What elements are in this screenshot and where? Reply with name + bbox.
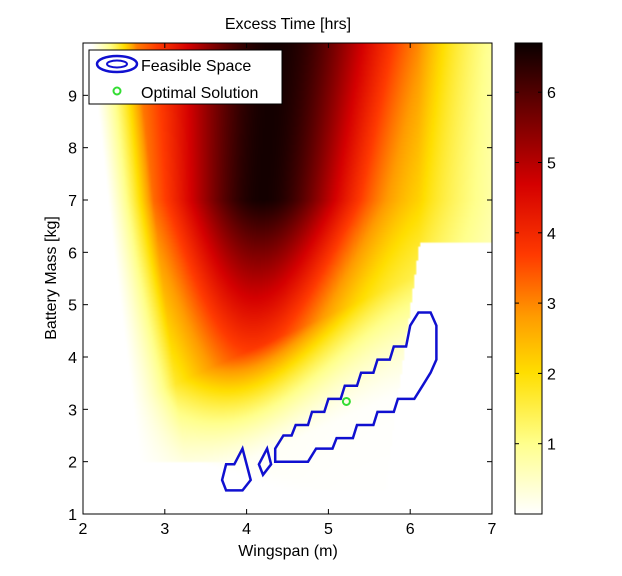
colorbar-ticks: 1 2 3 4 5 6 [515,85,556,454]
y-tick-label: 9 [68,88,77,105]
legend-marker-optimal [112,86,122,96]
y-tick-label: 4 [68,350,77,367]
colorbar-tick-label: 5 [547,156,556,173]
y-tick-label: 7 [68,193,77,210]
legend-contour-icon [95,54,139,74]
feasible-space-contour [220,445,253,492]
colorbar-tick-label: 3 [547,296,556,313]
feasible-space-contour [273,311,438,463]
x-tick-label: 4 [242,521,251,538]
y-tick-label: 5 [68,298,77,315]
legend: Feasible Space Optimal Solution [88,49,283,105]
y-tick-label: 8 [68,141,77,158]
colorbar [514,42,543,515]
legend-label-optimal: Optimal Solution [141,85,258,102]
x-axis-ticks: 2 3 4 5 6 7 [79,43,497,538]
y-tick-label: 6 [68,245,77,262]
heatmap-image [83,43,492,514]
x-tick-label: 7 [488,521,497,538]
legend-label-feasible: Feasible Space [141,58,251,75]
chart-title: Excess Time [hrs] [225,16,351,33]
x-tick-label: 2 [79,521,88,538]
y-tick-label: 2 [68,455,77,472]
y-tick-label: 1 [68,507,77,524]
feasible-space-contour [257,445,273,478]
y-axis-label: Battery Mass [kg] [43,216,60,340]
colorbar-tick-label: 1 [547,437,556,454]
colorbar-tick-label: 4 [547,226,556,243]
plot-overlay [220,311,438,492]
x-tick-label: 3 [160,521,169,538]
legend-contour-icon-inner [106,59,128,69]
x-axis-label: Wingspan (m) [238,543,338,560]
legend-box [88,49,283,105]
x-tick-label: 5 [324,521,333,538]
colorbar-tick-label: 6 [547,85,556,102]
y-tick-label: 3 [68,402,77,419]
y-axis-ticks: 1 2 3 4 5 6 7 8 9 [68,88,492,524]
x-tick-label: 6 [406,521,415,538]
colorbar-tick-label: 2 [547,366,556,383]
optimal-solution-point [341,396,351,406]
plot-frame [82,42,493,515]
